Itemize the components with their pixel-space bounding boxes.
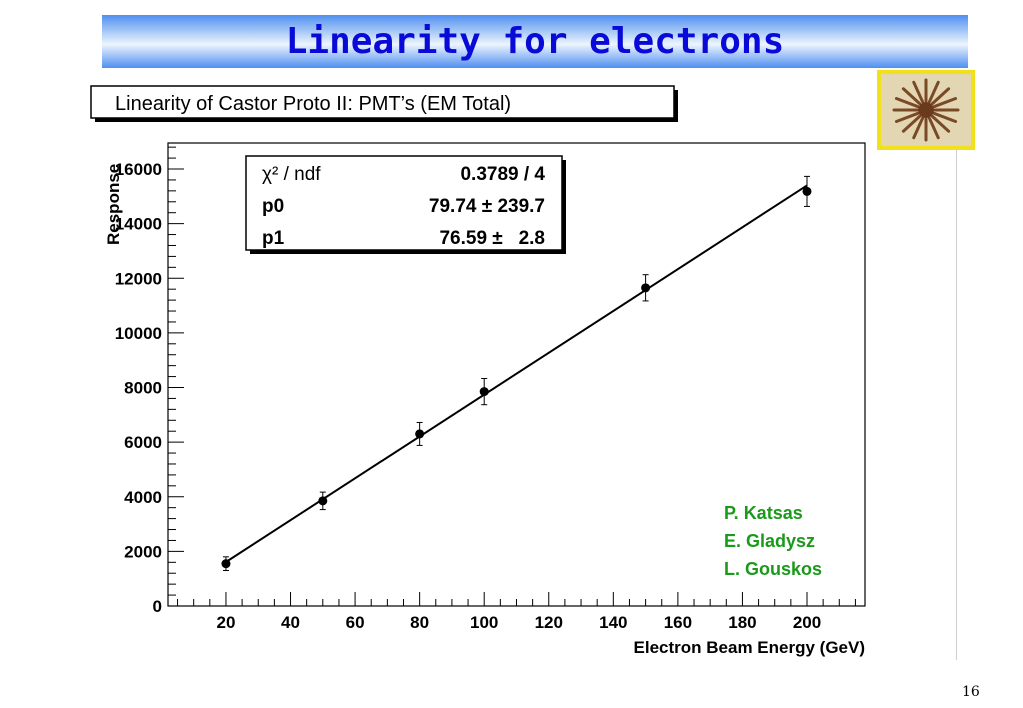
x-tick-label: 180 [728,613,756,632]
y-tick-label: 4000 [124,488,162,507]
data-point [802,186,812,196]
stats-value-chi2: 0.3789 / 4 [460,164,545,185]
logo-stamp [877,70,975,150]
stats-label-chi2: χ² / ndf [262,164,321,185]
x-tick-label: 140 [599,613,627,632]
data-point [415,429,425,439]
x-tick-label: 40 [281,613,300,632]
stats-value-p1: 76.59 ± 2.8 [439,228,545,249]
slide-title: Linearity for electrons [285,21,785,62]
author-1: P. Katsas [724,503,803,523]
y-tick-label: 16000 [115,160,162,179]
page-number: 16 [962,684,980,700]
x-tick-label: 60 [346,613,365,632]
x-tick-label: 120 [535,613,563,632]
y-tick-label: 0 [153,597,162,616]
y-tick-label: 10000 [115,324,162,343]
x-tick-label: 100 [470,613,498,632]
data-point [221,559,231,569]
stats-label-p1: p1 [262,228,285,249]
author-2: E. Gladysz [724,531,815,551]
data-point [641,283,651,293]
data-point [479,387,489,397]
sun-emblem-icon [892,78,960,142]
y-tick-label: 8000 [124,379,162,398]
x-axis-label: Electron Beam Energy (GeV) [634,638,865,657]
x-tick-label: 20 [216,613,235,632]
slide-title-bar: Linearity for electrons [102,15,968,68]
axis-ticks: 20 40 60 80 100 120 140 160 180 20002000400060008… [115,146,856,632]
data-points-group [221,175,812,571]
data-point [318,496,328,506]
x-tick-label: 160 [664,613,692,632]
y-tick-label: 2000 [124,542,162,561]
y-axis-label: Response [104,164,123,245]
y-tick-label: 6000 [124,433,162,452]
chart-title: Linearity of Castor Proto II: PMT’s (EM … [115,93,511,115]
stats-label-p0: p0 [262,196,284,217]
x-tick-label: 80 [410,613,429,632]
stats-value-p0: 79.74 ± 239.7 [429,196,545,217]
y-tick-label: 14000 [115,215,162,234]
stats-box [245,155,563,251]
author-3: L. Gouskos [724,559,822,579]
y-tick-label: 12000 [115,269,162,288]
chart-title-box [90,85,675,119]
x-tick-label: 200 [793,613,821,632]
